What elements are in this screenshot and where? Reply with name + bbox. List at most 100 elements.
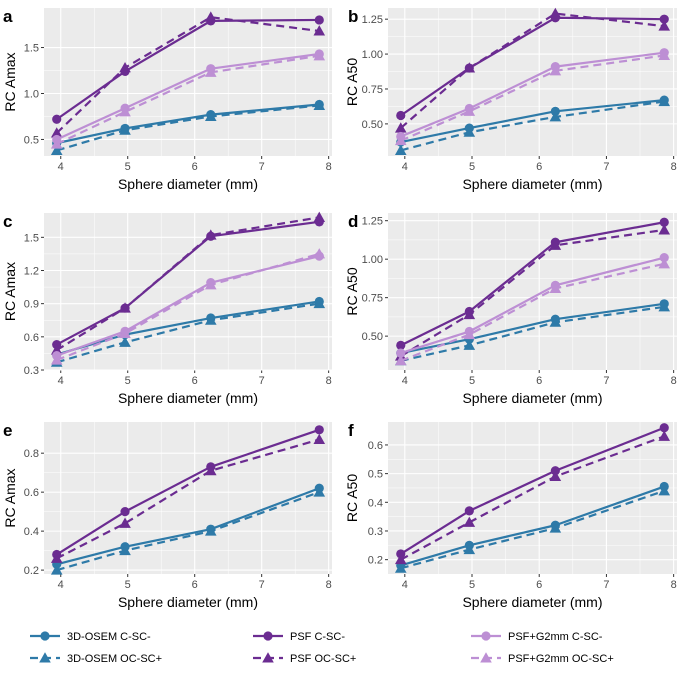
y-tick-label: 1.25 [362, 14, 383, 26]
series-line [400, 228, 665, 358]
y-tick-label: 0.4 [24, 526, 39, 538]
y-tick-label: 0.75 [362, 84, 383, 96]
data-point [549, 316, 562, 327]
x-tick-label: 8 [671, 375, 677, 387]
x-axis-title: Sphere diameter (mm) [462, 594, 602, 610]
series-line [400, 305, 665, 362]
panel-label: f [348, 421, 354, 440]
series-line [400, 262, 665, 362]
data-point [120, 507, 130, 517]
legend-key-marker [481, 631, 491, 641]
plot-background [44, 422, 332, 574]
panel-label: d [348, 212, 358, 231]
legend-key-marker [39, 652, 51, 663]
data-point [204, 525, 217, 536]
data-point [204, 11, 217, 22]
series-line [56, 52, 320, 141]
data-point [394, 134, 407, 146]
data-point [314, 15, 324, 25]
series-line [56, 216, 320, 352]
data-point [119, 302, 131, 313]
data-point [313, 297, 326, 309]
data-point [549, 65, 562, 76]
x-tick-label: 8 [671, 579, 677, 591]
x-tick-label: 4 [58, 375, 64, 387]
data-point [549, 522, 562, 533]
y-tick-label: 0.2 [368, 555, 383, 567]
series-line [400, 256, 665, 355]
x-axis-title: Sphere diameter (mm) [118, 594, 258, 610]
x-tick-label: 5 [469, 375, 475, 387]
y-tick-label: 0.6 [24, 487, 39, 499]
series-line [400, 435, 665, 561]
x-tick-label: 8 [326, 375, 332, 387]
data-point [659, 217, 669, 227]
x-tick-label: 4 [402, 161, 408, 173]
y-tick-label: 0.3 [24, 365, 39, 377]
legend-label: PSF+G2mm OC-SC+ [508, 653, 614, 665]
data-point [313, 50, 326, 61]
x-tick-label: 6 [192, 161, 198, 173]
x-tick-label: 4 [402, 375, 408, 387]
data-point [52, 114, 62, 124]
y-tick-label: 1.5 [24, 43, 39, 55]
y-axis-title: RC A50 [344, 474, 360, 522]
data-point [119, 61, 131, 73]
x-tick-label: 6 [536, 579, 542, 591]
data-point [549, 111, 562, 122]
y-tick-label: 1.0 [24, 88, 39, 100]
series-line [56, 487, 320, 566]
data-point [313, 248, 326, 259]
data-point [50, 552, 63, 563]
data-point [119, 327, 131, 339]
y-tick-label: 1.2 [24, 265, 39, 277]
y-tick-label: 1.00 [362, 254, 383, 266]
x-tick-label: 6 [192, 579, 198, 591]
x-tick-label: 6 [536, 375, 542, 387]
y-tick-label: 1.25 [362, 216, 383, 228]
legend-item: PSF+G2mm OC-SC+ [471, 652, 614, 665]
x-tick-label: 4 [402, 579, 408, 591]
x-axis-title: Sphere diameter (mm) [462, 390, 602, 406]
legend: 3D-OSEM C-SC- 3D-OSEM OC-SC+ PSF C-SC- PSF … [30, 631, 614, 665]
data-point [463, 516, 476, 527]
series-line [56, 104, 320, 152]
x-tick-label: 7 [259, 161, 265, 173]
series-line [400, 12, 665, 129]
x-tick-label: 7 [259, 375, 265, 387]
data-point [658, 20, 671, 31]
panel-label: c [3, 212, 12, 231]
data-point [463, 543, 476, 555]
data-point [463, 308, 476, 320]
series-line [56, 302, 320, 364]
legend-label: 3D-OSEM C-SC- [67, 631, 151, 643]
x-tick-label: 8 [326, 161, 332, 173]
panel-e: 4 5 6 7 8 0.2 0.4 0.6 0.8 e Sphere diameter (mm) RC… [2, 421, 332, 610]
data-point [119, 517, 131, 528]
y-tick-label: 0.75 [362, 293, 383, 305]
data-point [50, 354, 63, 365]
legend-item: PSF OC-SC+ [253, 652, 356, 665]
series-line [56, 428, 320, 556]
panel-d: 4 5 6 7 8 0.50 0.75 1.00 1.25 d Sphere diameter (m… [344, 212, 677, 406]
data-point [463, 62, 476, 73]
series-line [55, 16, 320, 134]
data-point [396, 348, 406, 358]
panel-label: a [3, 7, 13, 26]
x-tick-label: 4 [58, 579, 64, 591]
data-point [658, 257, 671, 269]
x-axis-title: Sphere diameter (mm) [118, 390, 258, 406]
data-point [119, 106, 131, 117]
panel-label: e [3, 421, 12, 440]
series-line [400, 485, 665, 567]
x-tick-label: 8 [326, 579, 332, 591]
x-tick-label: 6 [536, 161, 542, 173]
x-tick-label: 6 [192, 375, 198, 387]
data-point [394, 553, 407, 565]
series-line [400, 99, 665, 144]
data-point [659, 14, 669, 24]
x-tick-label: 7 [603, 161, 609, 173]
data-point [313, 25, 326, 36]
legend-label: PSF+G2mm C-SC- [508, 631, 603, 643]
legend-item: 3D-OSEM C-SC- [30, 631, 151, 643]
